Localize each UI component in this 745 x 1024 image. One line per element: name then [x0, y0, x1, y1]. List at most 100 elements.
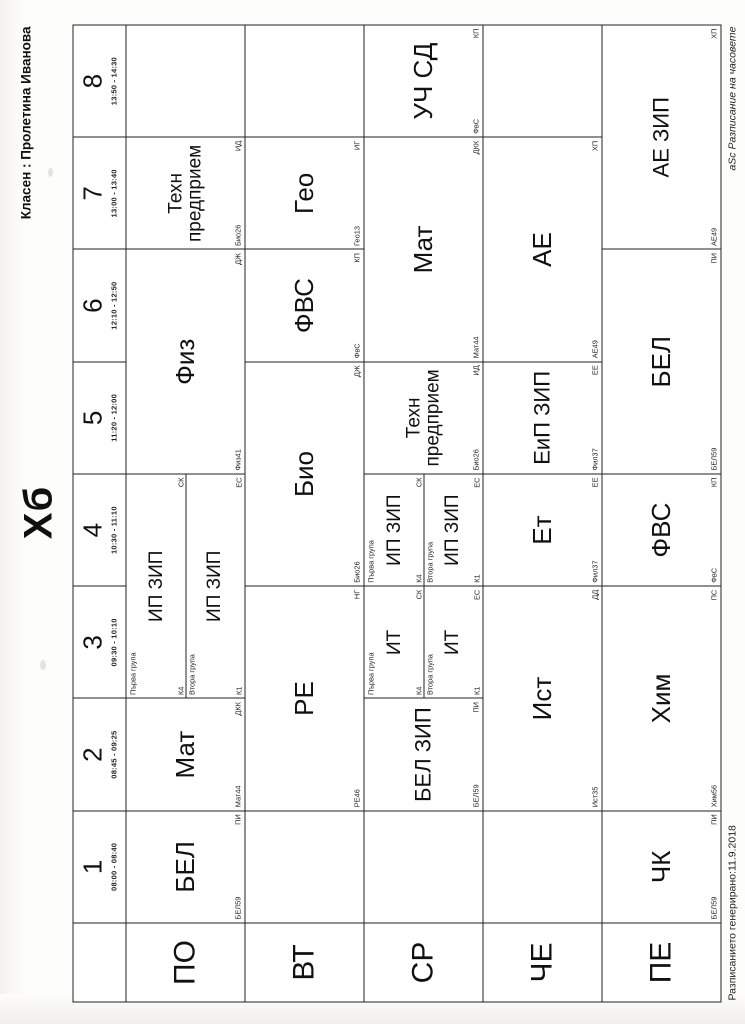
product-credit: aSc Разписание на часовете	[726, 26, 738, 171]
lesson-teacher: ПИ	[471, 701, 480, 713]
lesson-group[interactable]: Първа група ИП ЗИП К4 СК	[365, 474, 424, 586]
lesson-cell[interactable]: Мат Мат44 ДКК	[363, 136, 483, 362]
lesson-subject: Мат	[407, 225, 438, 273]
lesson-room: Фил37	[590, 447, 599, 470]
homeroom-teacher-label: Класен : Пролетина Иванова	[18, 26, 33, 219]
lesson-room: Мат44	[233, 784, 242, 807]
lesson-room: Био26	[352, 560, 361, 583]
lesson-cell[interactable]: Хим Хим56 ПС	[601, 585, 721, 811]
lesson-room: БЕЛ59	[471, 783, 480, 807]
table-row: ПО БЕЛ БЕЛ59 ПИ Мат Мат44 ДКК Първа група ИП ЗИП…	[125, 24, 245, 1002]
lesson-group[interactable]: Първа група ИТ К4 СК	[365, 586, 424, 698]
lesson-cell[interactable]: Ист Ист35 ДД	[482, 585, 602, 811]
lesson-cell-empty[interactable]	[125, 24, 245, 137]
lesson-room: ФвС	[709, 567, 718, 583]
lesson-room: Фил37	[590, 559, 599, 583]
lesson-teacher: ПС	[709, 589, 718, 600]
lesson-cell-empty[interactable]	[363, 810, 483, 923]
lesson-cell[interactable]: БЕЛ БЕЛ59 ПИ	[125, 810, 245, 923]
period-number: 2	[77, 746, 107, 762]
lesson-cell[interactable]: БЕЛ ЗИП БЕЛ59 ПИ	[363, 698, 483, 811]
lesson-subject: ИП ЗИП	[203, 550, 225, 622]
lesson-cell[interactable]: Техн предприем Био26 ИД	[363, 361, 483, 474]
period-number: 4	[77, 522, 107, 537]
lesson-cell[interactable]: РЕ РЕ46 НГ	[244, 585, 364, 811]
timetable-grid: 1 08:00 - 08:40 2 08:45 - 09:25 3 09:30 - 10:…	[72, 24, 721, 1002]
lesson-room: Ист35	[590, 786, 599, 807]
lesson-cell[interactable]: ФВС ФвС КП	[601, 473, 721, 586]
lesson-cell[interactable]: ФВС ФвС КП	[244, 249, 364, 362]
lesson-subject: Био	[288, 450, 319, 497]
period-time: 11:20 - 12:00	[109, 393, 118, 442]
lesson-cell[interactable]: Първа група ИТ К4 СК Втора група ИТ К1 ЕС	[363, 585, 483, 698]
lesson-room: Физ41	[233, 448, 242, 470]
group-label: Втора група	[424, 541, 434, 583]
lesson-room: АЕ49	[709, 227, 718, 246]
lesson-teacher: ХП	[709, 28, 718, 39]
lesson-room: К1	[234, 686, 243, 695]
lesson-group[interactable]: Втора група ИП ЗИП К1 ЕС	[424, 474, 482, 585]
lesson-subject: ФВС	[288, 277, 319, 333]
lesson-room: К1	[472, 573, 481, 583]
period-header-6: 6 12:10 - 12:50	[72, 249, 126, 362]
lesson-cell[interactable]: Физ Физ41 ДЖ	[125, 249, 245, 474]
lesson-cell[interactable]: Мат Мат44 ДКК	[125, 698, 245, 811]
lesson-teacher: НГ	[352, 589, 361, 599]
period-time: 13:00 - 13:40	[109, 168, 118, 217]
table-row: ПЕ ЧК БЕЛ59 ПИ Хим Хим56 ПС ФВС ФвС КП БЕЛ БЕЛ59 ПИ А…	[601, 24, 721, 1002]
lesson-subject: БЕЛ	[169, 840, 200, 893]
period-header-7: 7 13:00 - 13:40	[72, 136, 126, 249]
period-header-3: 3 09:30 - 10:10	[72, 585, 126, 698]
lesson-teacher: ДД	[590, 589, 599, 600]
period-header-1: 1 08:00 - 08:40	[72, 810, 126, 923]
lesson-group[interactable]: Втора група ИТ К1 ЕС	[424, 586, 482, 697]
lesson-subject: АЕ ЗИП	[647, 96, 673, 177]
lesson-teacher: ДКК	[471, 140, 480, 154]
lesson-room: БЕЛ59	[709, 896, 718, 919]
day-label-СР: СР	[363, 922, 483, 1002]
generated-date: Разписанието генерирано:11.9.2018	[726, 824, 738, 1000]
lesson-subject: РЕ	[288, 680, 319, 716]
lesson-group[interactable]: Втора група ИП ЗИП К1 ЕС	[186, 474, 244, 698]
day-label-ВТ: ВТ	[244, 922, 364, 1002]
lesson-cell-empty[interactable]	[244, 24, 364, 137]
period-number: 8	[77, 73, 107, 88]
lesson-cell[interactable]: Гео Гео13 ИГ	[244, 136, 364, 249]
lesson-teacher: ДЖ	[352, 364, 361, 377]
lesson-cell[interactable]: ЧК БЕЛ59 ПИ	[601, 810, 721, 923]
table-row: ЧЕ Ист Ист35 ДД Ет Фил37 ЕЕ ЕиП ЗИП Фил37 ЕЕ АЕ АЕ4…	[482, 24, 602, 1002]
lesson-subject: Гео	[288, 172, 319, 214]
lesson-room: АЕ49	[590, 339, 599, 358]
lesson-subject: ИТ	[383, 629, 405, 655]
lesson-subject: Техн предприем	[165, 144, 205, 242]
table-row: ВТ РЕ РЕ46 НГ Био Био26 ДЖ ФВС ФвС КП Гео Гео13 ИГ	[244, 24, 364, 1002]
period-time: 10:30 - 11:10	[109, 505, 118, 554]
lesson-room: Хим56	[709, 784, 718, 807]
lesson-cell-empty[interactable]	[482, 24, 602, 137]
group-label: Втора група	[424, 653, 434, 695]
lesson-cell[interactable]: Техн предприем Био26 ИД	[125, 136, 245, 249]
lesson-cell[interactable]: УЧ СД ФвС КП	[363, 24, 483, 137]
lesson-subject: Техн предприем	[403, 368, 443, 466]
lesson-cell-empty[interactable]	[244, 810, 364, 923]
lesson-cell[interactable]: Ет Фил37 ЕЕ	[482, 473, 602, 586]
day-label-ЧЕ: ЧЕ	[482, 922, 602, 1002]
lesson-teacher: ПИ	[233, 813, 242, 825]
lesson-cell-empty[interactable]	[482, 810, 602, 923]
lesson-cell[interactable]: Био Био26 ДЖ	[244, 361, 364, 586]
lesson-cell[interactable]: БЕЛ БЕЛ59 ПИ	[601, 249, 721, 474]
lesson-cell[interactable]: АЕ ЗИП АЕ49 ХП	[601, 24, 721, 249]
lesson-cell[interactable]: ЕиП ЗИП Фил37 ЕЕ	[482, 361, 602, 474]
lesson-group[interactable]: Първа група ИП ЗИП К4 СК	[127, 474, 186, 698]
lesson-cell[interactable]: Първа група ИП ЗИП К4 СК Втора група ИП ЗИП К1…	[363, 473, 483, 586]
lesson-cell[interactable]: Първа група ИП ЗИП К4 СК Втора група ИП ЗИП К1…	[125, 473, 245, 698]
lesson-teacher: ЕЕ	[590, 477, 599, 487]
lesson-cell[interactable]: АЕ АЕ49 ХП	[482, 136, 602, 362]
lesson-room: К4	[413, 686, 423, 695]
lesson-subject: Мат	[169, 730, 200, 778]
period-header-4: 4 10:30 - 11:10	[72, 473, 126, 586]
period-number: 5	[77, 410, 107, 425]
lesson-room: ФвС	[471, 118, 480, 134]
